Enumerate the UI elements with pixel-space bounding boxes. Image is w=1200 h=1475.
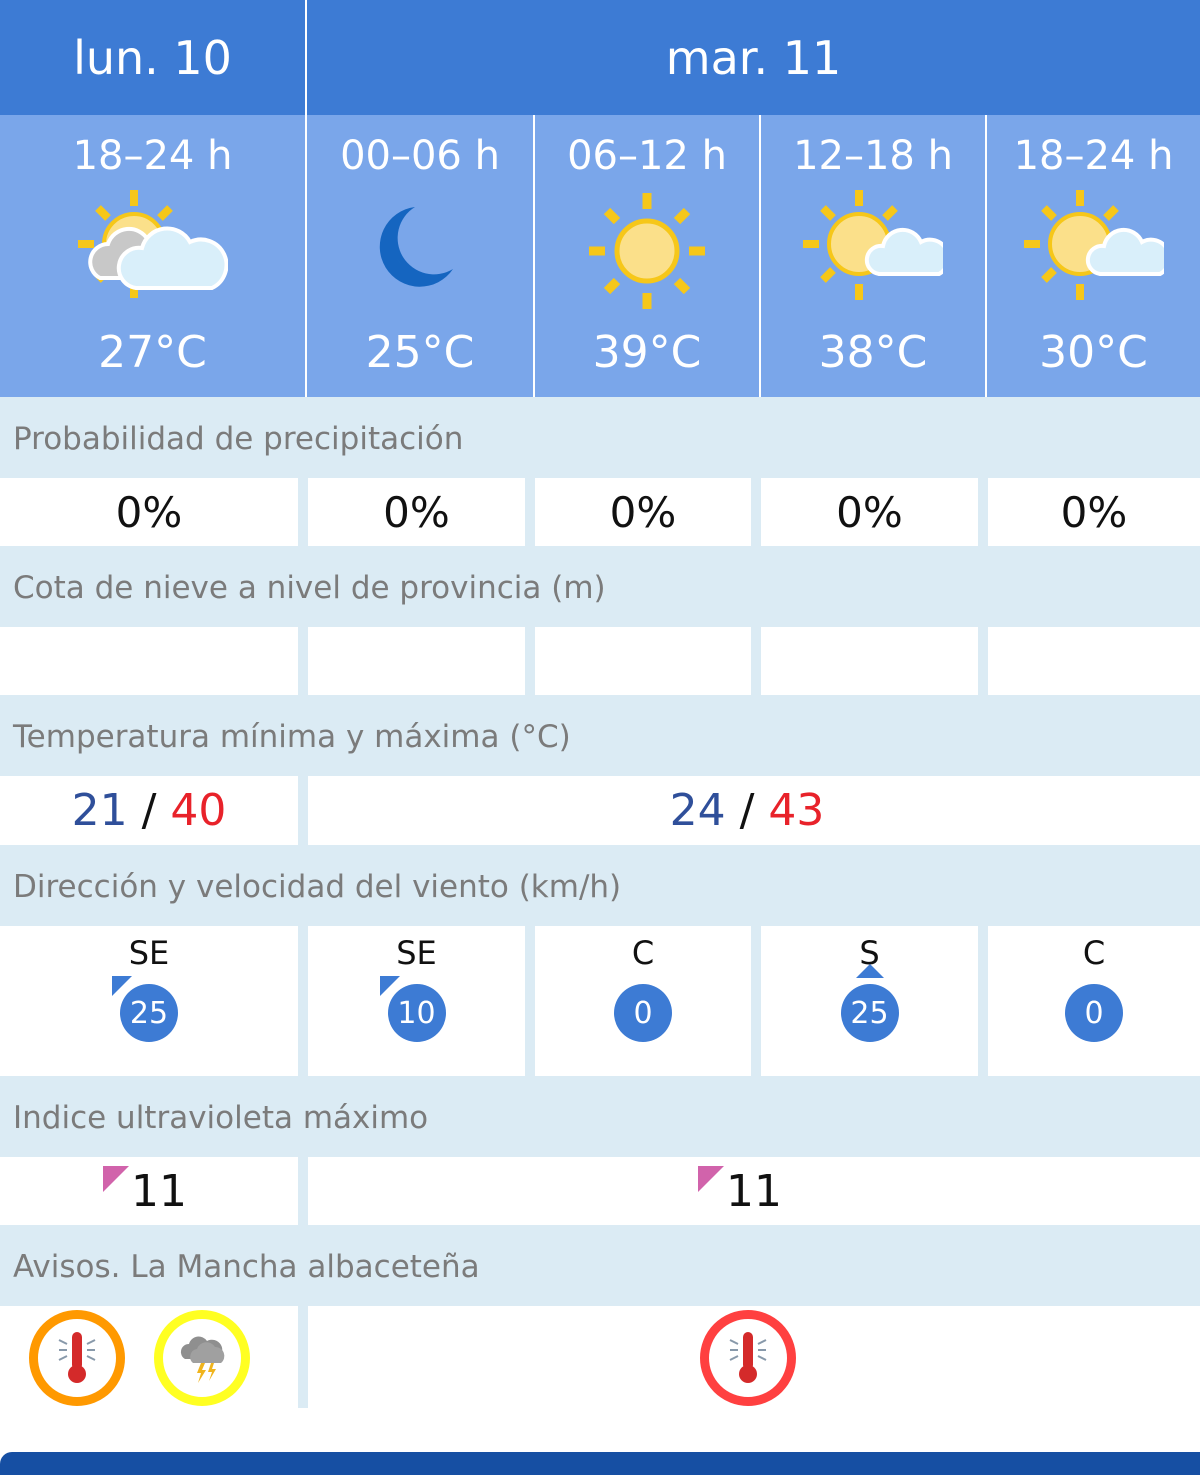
temp-min: 24	[669, 785, 726, 836]
temperature-section: Temperatura mínima y máxima (°C) 21 / 40…	[0, 695, 1200, 845]
period-label: 06–12 h	[567, 133, 727, 179]
section-title: Probabilidad de precipitación	[13, 421, 464, 457]
wind-direction: S	[859, 934, 880, 972]
storm-icon	[180, 1336, 225, 1383]
wind-cell: C 0	[535, 926, 751, 1076]
period-0: 18–24 h 27°C	[0, 115, 305, 397]
wind-direction: SE	[128, 934, 170, 972]
wind-section: Dirección y velocidad del viento (km/h) …	[0, 845, 1200, 1076]
uv-section: Indice ultravioleta máximo 11 11	[0, 1076, 1200, 1225]
period-3: 12–18 h 38°C	[761, 115, 985, 397]
wind-cell: S 25	[761, 926, 978, 1076]
period-1: 00–06 h 25°C	[307, 115, 533, 397]
period-label: 18–24 h	[1013, 133, 1174, 179]
uv-level-flag-icon	[698, 1165, 724, 1192]
period-label: 00–06 h	[340, 133, 500, 179]
day-header-mar: mar. 11	[307, 0, 1200, 115]
period-temperature: 27°C	[98, 327, 207, 378]
precip-cell: 0%	[0, 478, 298, 546]
precip-cell: 0%	[308, 478, 525, 546]
snow-cell	[535, 627, 751, 695]
wind-speed-badge: 25	[112, 976, 178, 1042]
temp-max: 43	[768, 785, 825, 836]
period-4: 18–24 h 30°C	[987, 115, 1200, 397]
section-title: Cota de nieve a nivel de provincia (m)	[13, 570, 606, 606]
warning-storm-yellow[interactable]	[154, 1310, 250, 1406]
precip-cell: 0%	[988, 478, 1200, 546]
precip-cell: 0%	[535, 478, 751, 546]
wind-arrow-icon	[855, 964, 884, 978]
period-2: 06–12 h 39°C	[535, 115, 759, 397]
period-label: 18–24 h	[72, 133, 233, 179]
uv-cell: 11	[0, 1157, 298, 1225]
uv-value: 11	[726, 1165, 782, 1217]
snow-section: Cota de nieve a nivel de provincia (m)	[0, 546, 1200, 695]
temp-minmax-cell: 21 / 40	[0, 776, 298, 845]
wind-cell: C 0	[988, 926, 1200, 1076]
wind-speed: 25	[129, 995, 169, 1031]
column-divider	[298, 1306, 308, 1408]
wind-speed: 25	[850, 995, 889, 1031]
thermometer-icon	[729, 1332, 767, 1383]
period-temperature: 38°C	[818, 327, 928, 378]
precip-cell: 0%	[761, 478, 978, 546]
thermometer-icon	[58, 1332, 96, 1383]
temp-min: 21	[71, 785, 128, 836]
snow-cell	[988, 627, 1200, 695]
sun-cloud-partly-cloudy-icon	[77, 188, 228, 312]
warning-heat-orange[interactable]	[29, 1310, 125, 1406]
section-title: Dirección y velocidad del viento (km/h)	[13, 869, 622, 905]
period-temperature: 39°C	[592, 327, 702, 378]
section-title: Indice ultravioleta máximo	[13, 1100, 429, 1136]
temp-minmax-cell: 24 / 43	[308, 776, 1200, 845]
sun-small-cloud-icon	[1023, 188, 1171, 308]
snow-cell	[308, 627, 525, 695]
wind-direction: SE	[396, 934, 437, 972]
wind-speed: 0	[1084, 995, 1104, 1031]
wind-speed-badge: 0	[614, 984, 672, 1042]
wind-speed: 10	[397, 995, 436, 1031]
moon-icon	[375, 203, 465, 297]
sun-icon	[587, 191, 707, 315]
section-title: Temperatura mínima y máxima (°C)	[13, 719, 571, 755]
wind-direction: C	[631, 934, 655, 972]
wind-arrow-icon	[112, 976, 132, 996]
day-label: mar. 11	[665, 30, 842, 85]
wind-speed-badge: 0	[1065, 984, 1123, 1042]
sun-small-cloud-icon	[803, 188, 951, 308]
precip-section: Probabilidad de precipitación 0% 0% 0% 0…	[0, 397, 1200, 546]
footer-bar	[0, 1452, 1200, 1475]
warnings-section: Avisos. La Mancha albaceteña	[0, 1225, 1200, 1306]
wind-direction: C	[1082, 934, 1106, 972]
snow-cell	[761, 627, 978, 695]
period-temperature: 25°C	[365, 327, 475, 378]
snow-cell	[0, 627, 298, 695]
wind-speed-badge: 10	[379, 976, 446, 1042]
section-title: Avisos. La Mancha albaceteña	[13, 1249, 480, 1285]
wind-speed: 0	[633, 995, 653, 1031]
separator: /	[739, 785, 755, 836]
uv-level-flag-icon	[103, 1165, 129, 1192]
uv-cell: 11	[308, 1157, 1200, 1225]
temp-max: 40	[170, 785, 227, 836]
wind-speed-badge: 25	[840, 964, 899, 1042]
wind-cell: SE 25	[0, 926, 298, 1076]
day-header-lun: lun. 10	[0, 0, 305, 115]
separator: /	[141, 785, 157, 836]
uv-value: 11	[131, 1165, 187, 1217]
period-temperature: 30°C	[1039, 327, 1148, 378]
wind-cell: SE 10	[308, 926, 525, 1076]
day-label: lun. 10	[73, 30, 232, 85]
period-label: 12–18 h	[793, 133, 953, 179]
warning-heat-red[interactable]	[700, 1310, 796, 1406]
wind-arrow-icon	[379, 976, 400, 996]
